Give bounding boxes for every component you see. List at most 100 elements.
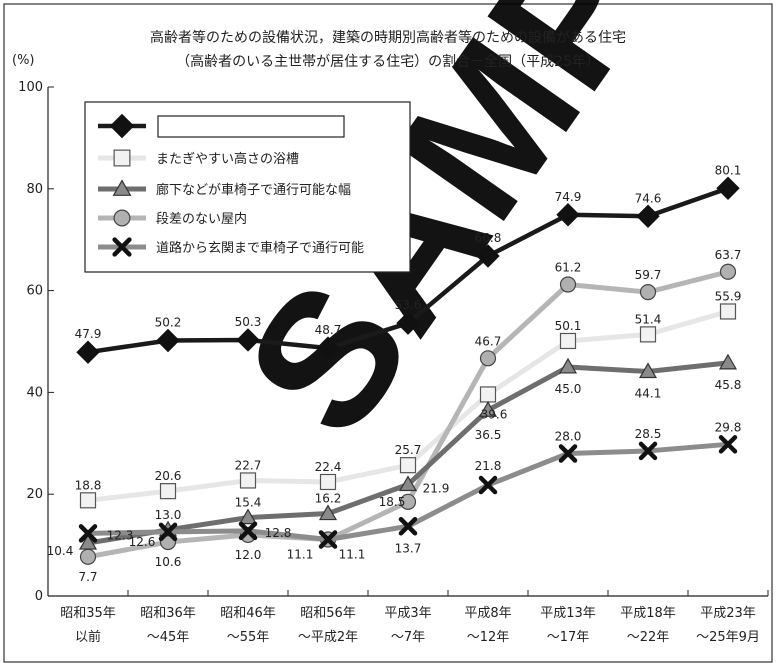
x-marker-stroke [112, 237, 132, 257]
x-marker [718, 435, 738, 454]
circle-marker [113, 209, 131, 227]
data-label: 13.7 [395, 541, 422, 555]
data-label: 22.4 [315, 460, 342, 474]
square-marker [639, 326, 657, 343]
data-label: 12.0 [235, 548, 262, 562]
series-layer [76, 176, 740, 565]
diamond-marker [716, 176, 740, 200]
x-marker-stroke [78, 524, 98, 543]
triangle-marker [398, 475, 418, 492]
legend-item: 道路から玄関まで車椅子で通行可能 [98, 237, 364, 257]
x-tick-label: 平成3年 [384, 606, 431, 621]
x-tick-label: 昭和56年 [300, 606, 356, 621]
data-label: 74.9 [555, 190, 582, 204]
data-label: 29.8 [715, 420, 742, 434]
x-tick-label: 平成13年 [540, 606, 596, 621]
square-marker [239, 472, 257, 489]
circle-marker [79, 548, 97, 565]
data-label: 50.3 [235, 315, 262, 329]
triangle-marker [238, 508, 258, 525]
data-label: 21.8 [475, 459, 502, 473]
legend-blank-name-box [157, 115, 345, 138]
data-label: 66.8 [475, 231, 502, 245]
y-tick-label: 60 [26, 284, 43, 299]
triangle-marker [478, 401, 498, 417]
data-label: 10.6 [155, 555, 182, 569]
y-tick-label: 100 [18, 80, 43, 95]
x-marker [158, 522, 178, 542]
x-tick-label: 昭和35年 [60, 606, 116, 621]
x-marker [478, 475, 498, 495]
circle-marker [399, 493, 417, 510]
square-marker [399, 457, 417, 474]
square-marker [719, 303, 737, 320]
triangle-marker [112, 179, 132, 196]
chart-title-line1: 高齢者等のための設備状況，建築の時期別高齢者等のための設備がある住宅 [150, 29, 626, 46]
x-tick-label: 平成23年 [700, 606, 756, 621]
x-tick-label: ～25年9月 [696, 630, 760, 645]
data-label: 36.5 [475, 428, 502, 442]
x-marker [318, 530, 338, 549]
data-label: 63.7 [715, 248, 742, 262]
data-label: 28.5 [635, 427, 662, 441]
x-tick-label: ～22年 [627, 630, 670, 645]
data-label: 13.0 [155, 508, 182, 522]
y-axis-unit-label: (%) [12, 53, 35, 68]
square-marker [479, 386, 497, 403]
legend-item: 廊下などが車椅子で通行可能な幅 [98, 179, 351, 198]
x-tick-label: ～平成2年 [298, 630, 358, 645]
data-label: 61.2 [555, 260, 582, 274]
diamond-marker [316, 336, 340, 360]
square-marker [159, 483, 177, 500]
diamond-marker [156, 328, 180, 353]
legend-label: 段差のない屋内 [156, 211, 247, 227]
data-label: 21.9 [423, 482, 450, 496]
data-label: 11.1 [339, 548, 366, 562]
series-group [78, 435, 738, 549]
triangle-marker [718, 353, 738, 370]
data-label: 53.6 [395, 298, 422, 312]
data-label: 10.4 [47, 544, 74, 558]
data-label: 48.7 [315, 323, 342, 337]
y-tick-label: 0 [35, 589, 43, 604]
x-tick-label: ～17年 [547, 630, 590, 645]
x-marker [78, 524, 98, 543]
x-tick-label: 以前 [75, 629, 101, 645]
x-marker [238, 521, 258, 541]
data-label: 44.1 [635, 387, 662, 401]
data-label: 12.6 [129, 535, 156, 549]
circle-marker [639, 284, 657, 301]
data-label: 47.9 [75, 327, 102, 341]
data-label: 25.7 [395, 443, 422, 457]
x-tick-label: ～45年 [147, 630, 190, 645]
series-group [79, 303, 737, 509]
x-marker-stroke [318, 530, 338, 549]
x-marker-stroke [558, 444, 578, 463]
y-tick-label: 40 [26, 385, 43, 400]
x-tick-label: 平成8年 [464, 606, 511, 621]
x-tick-label: 平成18年 [620, 606, 676, 621]
diamond-marker [109, 113, 135, 139]
legend: またぎやすい高さの浴槽廊下などが車椅子で通行可能な幅段差のない屋内道路から玄関ま… [84, 101, 411, 273]
data-labels-layer: 47.9 50.2 50.3 48.7 53.6 66.8 74.9 74.6 80.1 18.8… [47, 163, 742, 584]
square-marker [79, 492, 97, 509]
chart-title-line2: （高齢者のいる主世帯が居住する住宅）の割合－全国（平成25年） [176, 53, 600, 70]
outer-border [3, 3, 773, 663]
square-marker [319, 473, 337, 491]
triangle-marker [318, 504, 338, 521]
x-marker-stroke [238, 521, 258, 541]
legend-item [98, 113, 146, 139]
data-label: 15.4 [235, 496, 262, 510]
data-label: 45.0 [555, 382, 582, 396]
data-label: 16.2 [315, 492, 342, 506]
data-label: 18.8 [75, 478, 102, 492]
x-marker [112, 237, 132, 257]
x-tick-label: ～12年 [467, 630, 510, 645]
y-tick-label: 20 [26, 487, 43, 502]
data-label: 12.3 [107, 528, 134, 542]
diamond-marker [556, 203, 580, 227]
x-marker-stroke [398, 517, 418, 536]
data-label: 45.8 [715, 378, 742, 392]
